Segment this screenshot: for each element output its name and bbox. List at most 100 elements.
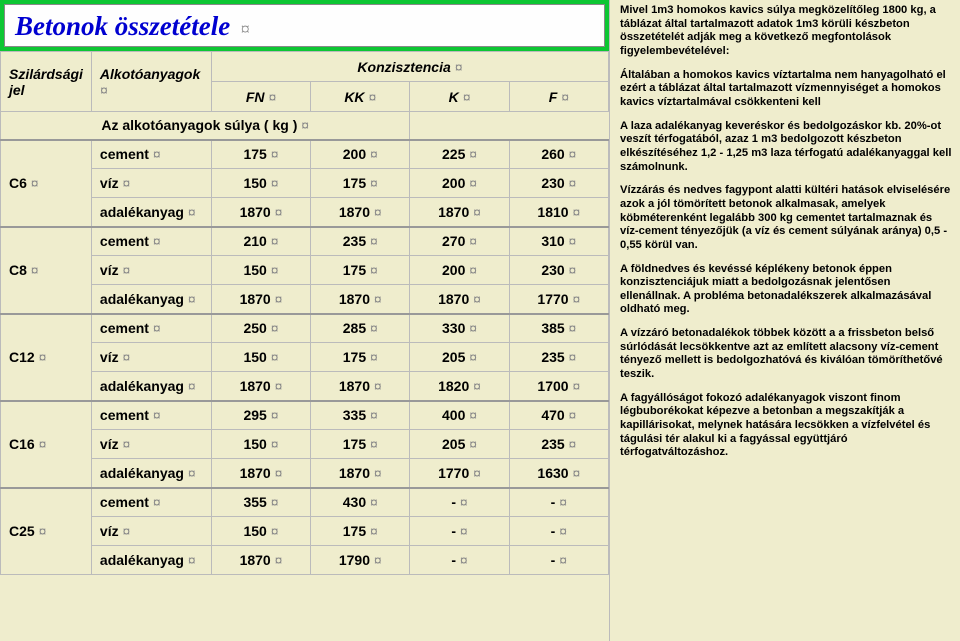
value-cell: 1870 ¤ [211,198,310,227]
title-row: Betonok összetétele ¤ [0,0,609,51]
value-cell: 175 ¤ [311,430,410,459]
table-row: adalékanyag ¤1870 ¤1870 ¤1820 ¤1700 ¤ [1,372,609,401]
value-cell: 1700 ¤ [509,372,608,401]
value-cell: 200 ¤ [410,256,509,285]
value-cell: 150 ¤ [211,169,310,198]
notes-panel: Mivel 1m3 homokos kavics súlya megközelí… [610,0,960,641]
table-row: víz ¤150 ¤175 ¤205 ¤235 ¤ [1,343,609,372]
value-cell: 385 ¤ [509,314,608,343]
value-cell: 335 ¤ [311,401,410,430]
table-row: adalékanyag ¤1870 ¤1870 ¤1770 ¤1630 ¤ [1,459,609,488]
value-cell: - ¤ [509,546,608,575]
component-label: adalékanyag ¤ [91,459,211,488]
value-cell: - ¤ [410,488,509,517]
component-label: cement ¤ [91,227,211,256]
value-cell: 1870 ¤ [410,198,509,227]
value-cell: - ¤ [410,517,509,546]
value-cell: 210 ¤ [211,227,310,256]
value-cell: 175 ¤ [311,169,410,198]
value-cell: 260 ¤ [509,140,608,169]
group-label: C25 ¤ [1,488,92,575]
table-header-row: Szilárdsági jel Alkotóanyagok ¤ Konziszt… [1,52,609,82]
note-paragraph: A vízzáró betonadalékok többek között a … [620,327,952,382]
group-label: C12 ¤ [1,314,92,401]
value-cell: 1870 ¤ [410,285,509,314]
component-label: víz ¤ [91,430,211,459]
marker-icon: ¤ [236,19,250,39]
value-cell: 310 ¤ [509,227,608,256]
value-cell: 1790 ¤ [311,546,410,575]
axis-label-row: Az alkotóanyagok súlya ( kg ) ¤ [1,112,609,140]
value-cell: 355 ¤ [211,488,310,517]
value-cell: 225 ¤ [410,140,509,169]
table-row: adalékanyag ¤1870 ¤1790 ¤- ¤- ¤ [1,546,609,575]
value-cell: 1820 ¤ [410,372,509,401]
value-cell: 1870 ¤ [211,546,310,575]
value-cell: 1770 ¤ [410,459,509,488]
value-cell: 150 ¤ [211,256,310,285]
value-cell: 175 ¤ [211,140,310,169]
component-label: cement ¤ [91,401,211,430]
table-row: C6 ¤cement ¤175 ¤200 ¤225 ¤260 ¤ [1,140,609,169]
value-cell: 250 ¤ [211,314,310,343]
component-label: adalékanyag ¤ [91,285,211,314]
component-label: cement ¤ [91,488,211,517]
value-cell: 1810 ¤ [509,198,608,227]
value-cell: 1870 ¤ [311,459,410,488]
value-cell: 175 ¤ [311,343,410,372]
value-cell: 1870 ¤ [211,459,310,488]
value-cell: 1870 ¤ [311,285,410,314]
variant-fn: FN ¤ [211,82,310,112]
table-row: C16 ¤cement ¤295 ¤335 ¤400 ¤470 ¤ [1,401,609,430]
value-cell: 235 ¤ [509,430,608,459]
component-label: víz ¤ [91,517,211,546]
value-cell: 175 ¤ [311,256,410,285]
value-cell: 205 ¤ [410,343,509,372]
table-row: víz ¤150 ¤175 ¤- ¤- ¤ [1,517,609,546]
value-cell: 1770 ¤ [509,285,608,314]
value-cell: 1870 ¤ [211,285,310,314]
component-label: adalékanyag ¤ [91,546,211,575]
note-paragraph: A földnedves és kevéssé képlékeny betono… [620,263,952,318]
variant-kk: KK ¤ [311,82,410,112]
component-label: víz ¤ [91,256,211,285]
value-cell: 230 ¤ [509,256,608,285]
value-cell: - ¤ [509,488,608,517]
component-label: víz ¤ [91,169,211,198]
table-row: adalékanyag ¤1870 ¤1870 ¤1870 ¤1810 ¤ [1,198,609,227]
value-cell: 1630 ¤ [509,459,608,488]
table-row: C8 ¤cement ¤210 ¤235 ¤270 ¤310 ¤ [1,227,609,256]
value-cell: 1870 ¤ [311,372,410,401]
table-row: adalékanyag ¤1870 ¤1870 ¤1870 ¤1770 ¤ [1,285,609,314]
value-cell: 1870 ¤ [311,198,410,227]
value-cell: 230 ¤ [509,169,608,198]
value-cell: 330 ¤ [410,314,509,343]
composition-table: Szilárdsági jel Alkotóanyagok ¤ Konziszt… [0,51,609,575]
note-paragraph: Mivel 1m3 homokos kavics súlya megközelí… [620,4,952,59]
value-cell: 235 ¤ [509,343,608,372]
group-label: C8 ¤ [1,227,92,314]
value-cell: 1870 ¤ [211,372,310,401]
component-label: víz ¤ [91,343,211,372]
variant-f: F ¤ [509,82,608,112]
value-cell: 430 ¤ [311,488,410,517]
value-cell: 205 ¤ [410,430,509,459]
value-cell: - ¤ [410,546,509,575]
value-cell: 270 ¤ [410,227,509,256]
value-cell: 400 ¤ [410,401,509,430]
component-label: adalékanyag ¤ [91,198,211,227]
value-cell: 235 ¤ [311,227,410,256]
value-cell: 200 ¤ [311,140,410,169]
group-label: C16 ¤ [1,401,92,488]
value-cell: 175 ¤ [311,517,410,546]
col-header-jel: Szilárdsági jel [1,52,92,112]
value-cell: 150 ¤ [211,343,310,372]
value-cell: 295 ¤ [211,401,310,430]
note-paragraph: Általában a homokos kavics víztartalma n… [620,69,952,110]
value-cell: 285 ¤ [311,314,410,343]
note-paragraph: A laza adalékanyag keveréskor és bedolgo… [620,120,952,175]
table-panel: Betonok összetétele ¤ Szilárdsági jel Al… [0,0,610,641]
value-cell: 200 ¤ [410,169,509,198]
table-row: víz ¤150 ¤175 ¤200 ¤230 ¤ [1,169,609,198]
table-row: C25 ¤cement ¤355 ¤430 ¤- ¤- ¤ [1,488,609,517]
